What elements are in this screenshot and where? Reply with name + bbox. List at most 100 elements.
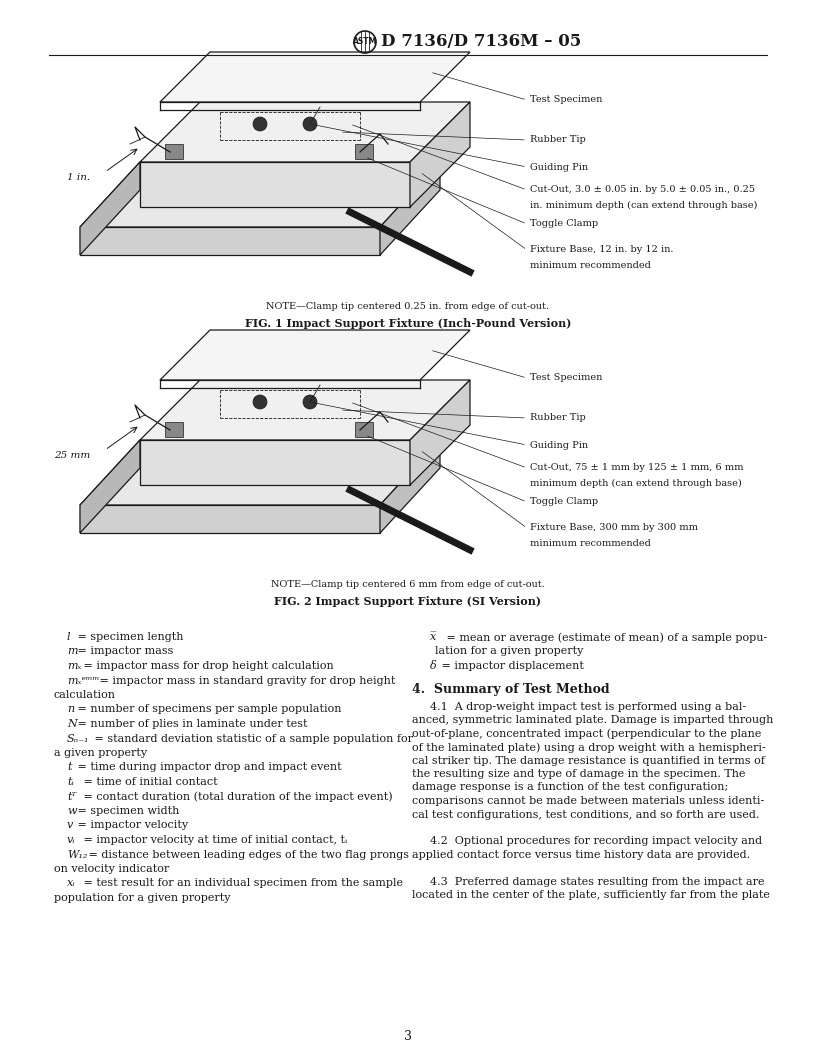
Text: = impactor velocity at time of initial contact, tᵢ: = impactor velocity at time of initial c… (80, 835, 348, 845)
Polygon shape (160, 52, 470, 102)
Text: = number of plies in laminate under test: = number of plies in laminate under test (74, 719, 308, 729)
Polygon shape (160, 329, 470, 380)
Text: of the laminated plate) using a drop weight with a hemispheri-: of the laminated plate) using a drop wei… (412, 742, 766, 753)
Text: 1 in.: 1 in. (67, 172, 90, 182)
Text: Rubber Tip: Rubber Tip (530, 414, 586, 422)
Polygon shape (140, 102, 470, 162)
Circle shape (253, 117, 267, 131)
Text: population for a given property: population for a given property (54, 893, 230, 903)
Text: minimum depth (can extend through base): minimum depth (can extend through base) (530, 478, 742, 488)
Text: = time of initial contact: = time of initial contact (80, 777, 218, 787)
Text: in. minimum depth (can extend through base): in. minimum depth (can extend through ba… (530, 201, 757, 209)
Text: comparisons cannot be made between materials unless identi-: comparisons cannot be made between mater… (412, 796, 765, 806)
Text: Test Specimen: Test Specimen (530, 95, 602, 105)
Text: = specimen width: = specimen width (74, 806, 180, 816)
Polygon shape (80, 440, 140, 533)
Text: Toggle Clamp: Toggle Clamp (530, 220, 598, 228)
Text: D 7136/D 7136M – 05: D 7136/D 7136M – 05 (381, 34, 581, 51)
Text: Test Specimen: Test Specimen (530, 374, 602, 382)
Bar (165, 422, 183, 437)
Text: Fixture Base, 12 in. by 12 in.: Fixture Base, 12 in. by 12 in. (530, 245, 673, 254)
Text: 4.1  A drop-weight impact test is performed using a bal-: 4.1 A drop-weight impact test is perform… (430, 701, 746, 712)
Polygon shape (80, 440, 440, 505)
Text: = mean or average (estimate of mean) of a sample popu-: = mean or average (estimate of mean) of … (443, 631, 767, 642)
Text: m: m (67, 646, 78, 657)
Text: W₁₂: W₁₂ (67, 849, 87, 860)
Text: NOTE—Clamp tip centered 0.25 in. from edge of cut-out.: NOTE—Clamp tip centered 0.25 in. from ed… (267, 302, 549, 312)
Text: 4.  Summary of Test Method: 4. Summary of Test Method (412, 683, 610, 697)
Text: xᵢ: xᵢ (67, 879, 75, 888)
Text: = standard deviation statistic of a sample population for: = standard deviation statistic of a samp… (91, 734, 413, 743)
Text: = impactor mass in standard gravity for drop height: = impactor mass in standard gravity for … (96, 676, 396, 685)
Text: minimum recommended: minimum recommended (530, 539, 651, 547)
Text: mₓ: mₓ (67, 661, 82, 671)
Bar (355, 422, 373, 437)
Text: Guiding Pin: Guiding Pin (530, 440, 588, 450)
Polygon shape (380, 162, 440, 254)
Text: l: l (67, 631, 70, 642)
Text: tᵀ: tᵀ (67, 792, 76, 802)
Text: Sₙ₋₁: Sₙ₋₁ (67, 734, 90, 743)
Polygon shape (80, 505, 380, 533)
Polygon shape (80, 162, 140, 254)
Text: = specimen length: = specimen length (74, 631, 184, 642)
Text: lation for a given property: lation for a given property (435, 646, 583, 657)
Polygon shape (80, 227, 380, 254)
Text: w: w (67, 806, 77, 816)
Text: t: t (67, 762, 72, 773)
Text: cal test configurations, test conditions, and so forth are used.: cal test configurations, test conditions… (412, 810, 760, 819)
Text: = contact duration (total duration of the impact event): = contact duration (total duration of th… (80, 792, 392, 803)
Text: cal striker tip. The damage resistance is quantified in terms of: cal striker tip. The damage resistance i… (412, 755, 765, 766)
Circle shape (303, 117, 317, 131)
Polygon shape (80, 162, 440, 227)
Circle shape (303, 395, 317, 409)
Text: FIG. 2 Impact Support Fixture (SI Version): FIG. 2 Impact Support Fixture (SI Versio… (274, 596, 542, 607)
Circle shape (253, 395, 267, 409)
Text: N: N (67, 719, 77, 729)
Text: Guiding Pin: Guiding Pin (530, 163, 588, 171)
Text: out-of-plane, concentrated impact (perpendicular to the plane: out-of-plane, concentrated impact (perpe… (412, 729, 761, 739)
Text: minimum recommended: minimum recommended (530, 261, 651, 269)
Text: applied contact force versus time history data are provided.: applied contact force versus time histor… (412, 850, 750, 860)
Text: x̅: x̅ (430, 631, 437, 642)
Text: δ: δ (430, 661, 437, 671)
Text: n: n (67, 704, 74, 715)
Text: = time during impactor drop and impact event: = time during impactor drop and impact e… (74, 762, 342, 773)
Text: Fixture Base, 300 mm by 300 mm: Fixture Base, 300 mm by 300 mm (530, 524, 698, 532)
Text: mₓᵉᵐᵐ: mₓᵉᵐᵐ (67, 676, 100, 685)
Polygon shape (380, 440, 440, 533)
Text: calculation: calculation (54, 690, 116, 700)
Polygon shape (140, 380, 470, 440)
Text: NOTE—Clamp tip centered 6 mm from edge of cut-out.: NOTE—Clamp tip centered 6 mm from edge o… (271, 580, 545, 589)
Text: Rubber Tip: Rubber Tip (530, 135, 586, 145)
Text: v: v (67, 821, 73, 830)
Polygon shape (410, 380, 470, 485)
Text: the resulting size and type of damage in the specimen. The: the resulting size and type of damage in… (412, 769, 746, 779)
Text: Cut-Out, 75 ± 1 mm by 125 ± 1 mm, 6 mm: Cut-Out, 75 ± 1 mm by 125 ± 1 mm, 6 mm (530, 464, 743, 472)
Text: anced, symmetric laminated plate. Damage is imparted through: anced, symmetric laminated plate. Damage… (412, 715, 774, 725)
Text: Cut-Out, 3.0 ± 0.05 in. by 5.0 ± 0.05 in., 0.25: Cut-Out, 3.0 ± 0.05 in. by 5.0 ± 0.05 in… (530, 186, 755, 194)
Text: 4.3  Preferred damage states resulting from the impact are: 4.3 Preferred damage states resulting fr… (430, 876, 765, 887)
Text: = impactor velocity: = impactor velocity (74, 821, 188, 830)
Text: 3: 3 (404, 1030, 412, 1043)
Text: vᵢ: vᵢ (67, 835, 75, 845)
Text: = impactor mass: = impactor mass (74, 646, 174, 657)
Polygon shape (140, 440, 410, 485)
Bar (355, 144, 373, 159)
Text: = test result for an individual specimen from the sample: = test result for an individual specimen… (80, 879, 403, 888)
Text: a given property: a given property (54, 748, 147, 758)
Text: Toggle Clamp: Toggle Clamp (530, 497, 598, 507)
Text: 25 mm: 25 mm (54, 451, 90, 459)
Text: = distance between leading edges of the two flag prongs: = distance between leading edges of the … (86, 849, 410, 860)
Text: = number of specimens per sample population: = number of specimens per sample populat… (74, 704, 342, 715)
Text: ASTM: ASTM (353, 38, 377, 46)
Polygon shape (410, 102, 470, 207)
Text: = impactor displacement: = impactor displacement (437, 661, 583, 671)
Polygon shape (140, 162, 410, 207)
Text: damage response is a function of the test configuration;: damage response is a function of the tes… (412, 782, 729, 792)
Text: tᵢ: tᵢ (67, 777, 73, 787)
Bar (165, 144, 183, 159)
Text: = impactor mass for drop height calculation: = impactor mass for drop height calculat… (80, 661, 334, 671)
Text: 4.2  Optional procedures for recording impact velocity and: 4.2 Optional procedures for recording im… (430, 836, 762, 847)
Text: FIG. 1 Impact Support Fixture (Inch-Pound Version): FIG. 1 Impact Support Fixture (Inch-Poun… (245, 318, 571, 329)
